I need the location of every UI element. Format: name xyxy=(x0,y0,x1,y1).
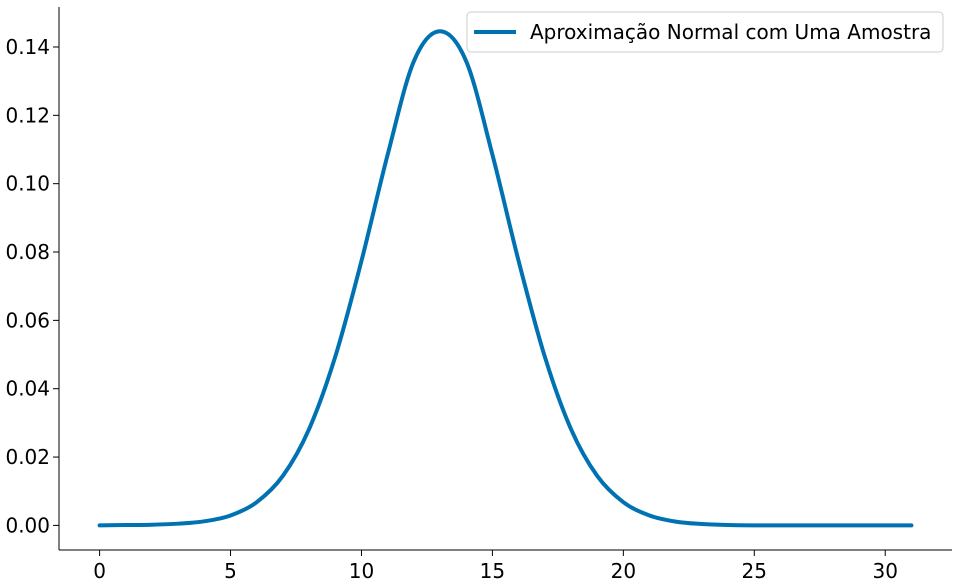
legend-label: Aproximação Normal com Uma Amostra xyxy=(530,20,931,44)
plot-lines xyxy=(97,29,914,528)
y-tick-label: 0.02 xyxy=(5,445,50,469)
y-tick-label: 0.06 xyxy=(5,308,50,332)
x-tick-label: 0 xyxy=(93,559,106,583)
y-tick-label: 0.12 xyxy=(5,103,50,127)
x-tick-label: 20 xyxy=(611,559,636,583)
y-tick-label: 0.08 xyxy=(5,240,50,264)
axes: 0 5 10 15 20 25 30 0.00 0.02 0.04 0.06 0.08 0.10 0.1… xyxy=(5,7,952,583)
y-tick-label: 0.00 xyxy=(5,513,50,537)
x-tick-label: 15 xyxy=(480,559,505,583)
series-line xyxy=(97,29,914,528)
y-tick-label: 0.04 xyxy=(5,377,50,401)
y-tick-label: 0.14 xyxy=(5,35,50,59)
x-tick-label: 5 xyxy=(224,559,237,583)
x-tick-label: 25 xyxy=(742,559,767,583)
y-tick-label: 0.10 xyxy=(5,172,50,196)
x-tick-label: 10 xyxy=(349,559,374,583)
x-tick-label: 30 xyxy=(872,559,897,583)
legend-box xyxy=(466,11,944,53)
x-ticks: 0 5 10 15 20 25 30 xyxy=(93,550,898,583)
y-ticks: 0.00 0.02 0.04 0.06 0.08 0.10 0.12 0.14 xyxy=(5,35,59,537)
legend: Aproximação Normal com Uma Amostra xyxy=(466,11,944,53)
